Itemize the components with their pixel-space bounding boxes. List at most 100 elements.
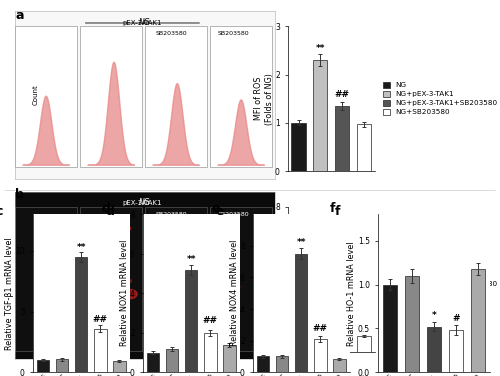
Bar	[75, 257, 88, 372]
Bar	[257, 356, 270, 372]
FancyBboxPatch shape	[15, 26, 78, 167]
Bar	[357, 336, 371, 352]
Bar	[147, 353, 160, 372]
Y-axis label: MFI of ROS
(Folds of NG): MFI of ROS (Folds of NG)	[254, 73, 274, 124]
Circle shape	[170, 327, 177, 332]
Circle shape	[92, 269, 98, 273]
Circle shape	[123, 290, 137, 299]
Bar	[426, 327, 441, 372]
Bar	[94, 329, 106, 372]
Circle shape	[159, 260, 173, 269]
Text: ##: ##	[203, 316, 218, 325]
Text: e: e	[216, 205, 224, 218]
Text: SB203580: SB203580	[218, 31, 249, 36]
Text: NG: NG	[139, 199, 151, 208]
Bar	[314, 60, 328, 171]
Text: ##: ##	[334, 288, 349, 297]
Circle shape	[169, 254, 184, 264]
Bar	[185, 270, 198, 372]
Bar	[292, 123, 306, 171]
Circle shape	[101, 222, 114, 230]
Text: **: **	[76, 243, 86, 252]
Bar	[113, 361, 126, 372]
Y-axis label: Mitochondrial superoxide
(Folds of NG): Mitochondrial superoxide (Folds of NG)	[254, 228, 274, 330]
Text: **: **	[296, 238, 306, 247]
Polygon shape	[23, 96, 70, 165]
Text: d: d	[102, 202, 110, 215]
Legend: NG, NG+pEX-3-TAK1, NG+pEX-3-TAK1+SB203580, NG+SB203580: NG, NG+pEX-3-TAK1, NG+pEX-3-TAK1+SB20358…	[381, 261, 499, 297]
Polygon shape	[218, 100, 264, 165]
Text: #: #	[452, 314, 460, 323]
Circle shape	[104, 303, 110, 307]
Text: ##: ##	[93, 315, 108, 324]
Bar	[335, 303, 349, 352]
Text: pEX-3-TAK1: pEX-3-TAK1	[122, 200, 162, 206]
FancyBboxPatch shape	[145, 26, 208, 167]
Circle shape	[188, 235, 200, 243]
FancyBboxPatch shape	[80, 26, 142, 167]
Bar	[314, 256, 328, 352]
Legend: NG, NG+pEX-3-TAK1, NG+pEX-3-TAK1+SB203580, NG+SB203580: NG, NG+pEX-3-TAK1, NG+pEX-3-TAK1+SB20358…	[381, 80, 499, 117]
Circle shape	[100, 310, 105, 313]
Text: ##: ##	[334, 90, 349, 99]
Bar	[37, 360, 50, 372]
Text: **: **	[316, 44, 325, 53]
Circle shape	[258, 275, 266, 280]
Bar	[333, 359, 345, 372]
Bar	[314, 339, 326, 372]
FancyBboxPatch shape	[15, 207, 78, 351]
Text: SB203580: SB203580	[218, 212, 249, 217]
Circle shape	[87, 253, 97, 259]
Text: f: f	[330, 202, 336, 215]
Text: a: a	[15, 9, 24, 23]
Text: ##: ##	[313, 324, 328, 333]
FancyBboxPatch shape	[80, 207, 142, 351]
Polygon shape	[153, 83, 200, 165]
Circle shape	[184, 326, 196, 334]
Text: **: **	[316, 241, 325, 250]
Circle shape	[102, 263, 118, 273]
Text: NG: NG	[139, 18, 151, 27]
Bar	[56, 359, 68, 372]
Bar	[335, 106, 349, 171]
Circle shape	[110, 305, 124, 315]
Text: *: *	[432, 311, 436, 320]
FancyBboxPatch shape	[210, 207, 272, 351]
Bar	[276, 356, 288, 372]
Bar	[357, 124, 371, 171]
Circle shape	[94, 331, 108, 340]
FancyBboxPatch shape	[145, 207, 208, 351]
Y-axis label: Relative HO-1 mRNA level: Relative HO-1 mRNA level	[348, 241, 356, 346]
Text: e: e	[212, 202, 220, 215]
Polygon shape	[88, 62, 134, 165]
Text: SB203580: SB203580	[155, 31, 187, 36]
Bar	[292, 334, 306, 352]
Bar	[404, 276, 419, 372]
Text: d: d	[106, 205, 114, 218]
FancyBboxPatch shape	[210, 26, 272, 167]
Text: Count: Count	[33, 85, 39, 105]
Text: f: f	[335, 205, 340, 218]
Bar	[448, 330, 463, 372]
Text: b: b	[15, 188, 24, 201]
Text: **: **	[186, 255, 196, 264]
Circle shape	[121, 226, 130, 232]
Bar	[382, 285, 397, 372]
Circle shape	[177, 323, 187, 329]
Y-axis label: Relative TGF-β1 mRNA level: Relative TGF-β1 mRNA level	[5, 237, 14, 350]
Circle shape	[236, 285, 242, 289]
Bar	[223, 344, 235, 372]
Circle shape	[166, 268, 175, 274]
Text: c: c	[0, 205, 3, 218]
Y-axis label: Relative NOX4 mRNA level: Relative NOX4 mRNA level	[230, 240, 238, 346]
Bar	[295, 254, 308, 372]
Bar	[470, 269, 485, 372]
Bar	[166, 349, 178, 372]
Bar	[204, 333, 216, 372]
Circle shape	[98, 238, 110, 246]
Circle shape	[106, 262, 112, 266]
Text: SB203580: SB203580	[155, 212, 187, 217]
Circle shape	[125, 279, 132, 283]
Text: pEX-3-TAK1: pEX-3-TAK1	[122, 20, 162, 26]
Y-axis label: Relative NOX1 mRNA level: Relative NOX1 mRNA level	[120, 240, 128, 346]
